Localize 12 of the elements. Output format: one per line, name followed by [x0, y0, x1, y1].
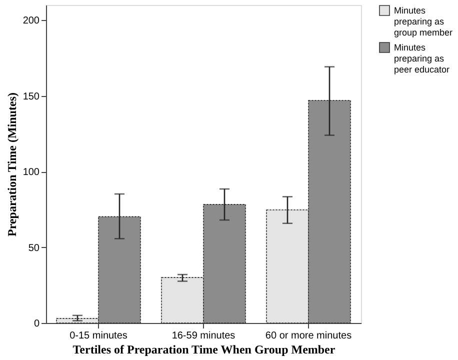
- legend-label: Minutes preparing as peer educator: [394, 42, 450, 74]
- x-tick-label: 16-59 minutes: [172, 330, 236, 342]
- x-tick-label: 0-15 minutes: [70, 330, 128, 342]
- x-axis-title: Tertiles of Preparation Time When Group Member: [72, 342, 336, 356]
- y-tick-label: 0: [34, 318, 40, 330]
- y-tick-label: 150: [22, 91, 40, 102]
- y-axis-title: Preparation Time (Minutes): [4, 92, 19, 236]
- x-tick-label: 60 or more minutes: [265, 330, 352, 342]
- y-tick-label: 200: [22, 16, 40, 27]
- legend-label: Minutes preparing as group member: [394, 6, 453, 38]
- y-tick-label: 100: [22, 167, 40, 178]
- y-tick-label: 50: [28, 242, 40, 254]
